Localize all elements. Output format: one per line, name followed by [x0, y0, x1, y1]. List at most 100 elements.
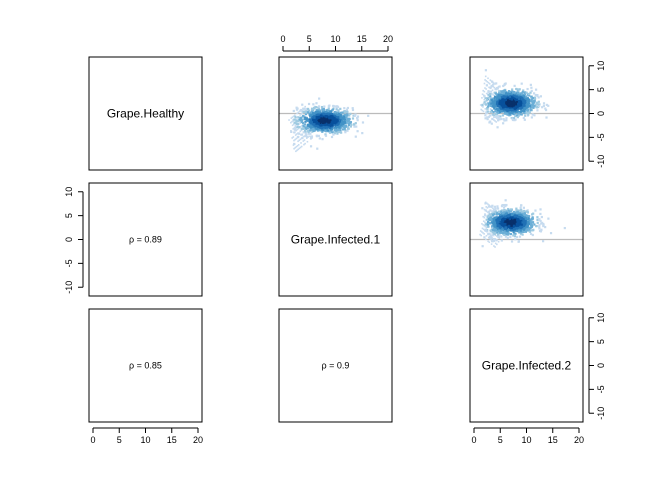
- point: [537, 96, 540, 99]
- point: [494, 246, 496, 248]
- point: [521, 233, 524, 236]
- point: [318, 129, 321, 132]
- point: [484, 223, 487, 226]
- point: [522, 100, 526, 103]
- point: [356, 119, 359, 122]
- point: [299, 122, 301, 124]
- point: [536, 216, 539, 219]
- point: [480, 234, 483, 237]
- point: [493, 245, 495, 247]
- point: [486, 230, 489, 233]
- point: [510, 222, 514, 225]
- point: [487, 115, 491, 118]
- point: [337, 130, 340, 134]
- point: [516, 230, 520, 233]
- point: [302, 126, 305, 130]
- point: [534, 209, 537, 212]
- point: [504, 215, 507, 219]
- point: [318, 109, 321, 112]
- point: [333, 127, 336, 130]
- point: [298, 125, 301, 129]
- point: [500, 231, 503, 234]
- point: [296, 145, 299, 147]
- point: [493, 94, 496, 97]
- point: [526, 106, 529, 109]
- point: [493, 222, 497, 225]
- point: [303, 143, 305, 146]
- point: [493, 103, 496, 106]
- point: [522, 96, 525, 99]
- point: [489, 108, 492, 110]
- point: [315, 112, 318, 115]
- point: [491, 80, 494, 83]
- point: [318, 119, 321, 122]
- point: [507, 93, 510, 97]
- point: [508, 224, 511, 228]
- point: [311, 130, 314, 133]
- point: [514, 114, 517, 117]
- point: [510, 104, 513, 108]
- point: [330, 113, 333, 116]
- point: [479, 230, 482, 232]
- tick-label: 10: [521, 435, 531, 445]
- point: [499, 231, 502, 234]
- point: [499, 110, 502, 113]
- point: [489, 100, 492, 103]
- point: [509, 108, 512, 111]
- tick-label: 0: [280, 34, 285, 44]
- point: [506, 218, 509, 222]
- point: [530, 225, 533, 229]
- point: [542, 223, 545, 227]
- point: [310, 108, 314, 111]
- point: [328, 109, 331, 112]
- point: [320, 105, 324, 109]
- point: [524, 217, 527, 220]
- point: [300, 145, 303, 148]
- point: [511, 91, 515, 94]
- point: [291, 120, 293, 123]
- point: [509, 113, 512, 116]
- point: [515, 101, 519, 104]
- point: [526, 214, 529, 217]
- point: [515, 227, 519, 230]
- point: [293, 121, 296, 124]
- point: [342, 122, 345, 125]
- point: [311, 110, 314, 113]
- point: [313, 123, 316, 126]
- point: [502, 84, 505, 88]
- point: [517, 112, 521, 115]
- point: [332, 133, 335, 136]
- point: [318, 124, 322, 127]
- point: [492, 93, 494, 96]
- point: [336, 118, 339, 121]
- point: [492, 219, 496, 222]
- point: [515, 229, 518, 232]
- point: [513, 93, 516, 96]
- point: [299, 146, 302, 149]
- point: [499, 101, 502, 104]
- point: [497, 217, 501, 220]
- point: [328, 130, 331, 133]
- point: [519, 102, 523, 106]
- point: [494, 83, 496, 85]
- point: [519, 94, 522, 97]
- point: [493, 205, 497, 208]
- point: [485, 218, 488, 221]
- point: [302, 110, 305, 114]
- point: [317, 105, 321, 108]
- point: [488, 204, 490, 207]
- point: [504, 93, 508, 96]
- point: [512, 211, 516, 214]
- point: [497, 233, 500, 236]
- point: [495, 214, 498, 217]
- point: [487, 103, 490, 106]
- point: [322, 127, 325, 130]
- point: [501, 110, 504, 113]
- point: [484, 75, 487, 78]
- point: [496, 235, 498, 238]
- point: [483, 233, 485, 235]
- point: [325, 128, 328, 131]
- point: [339, 113, 342, 117]
- point: [502, 109, 505, 112]
- point: [484, 87, 486, 89]
